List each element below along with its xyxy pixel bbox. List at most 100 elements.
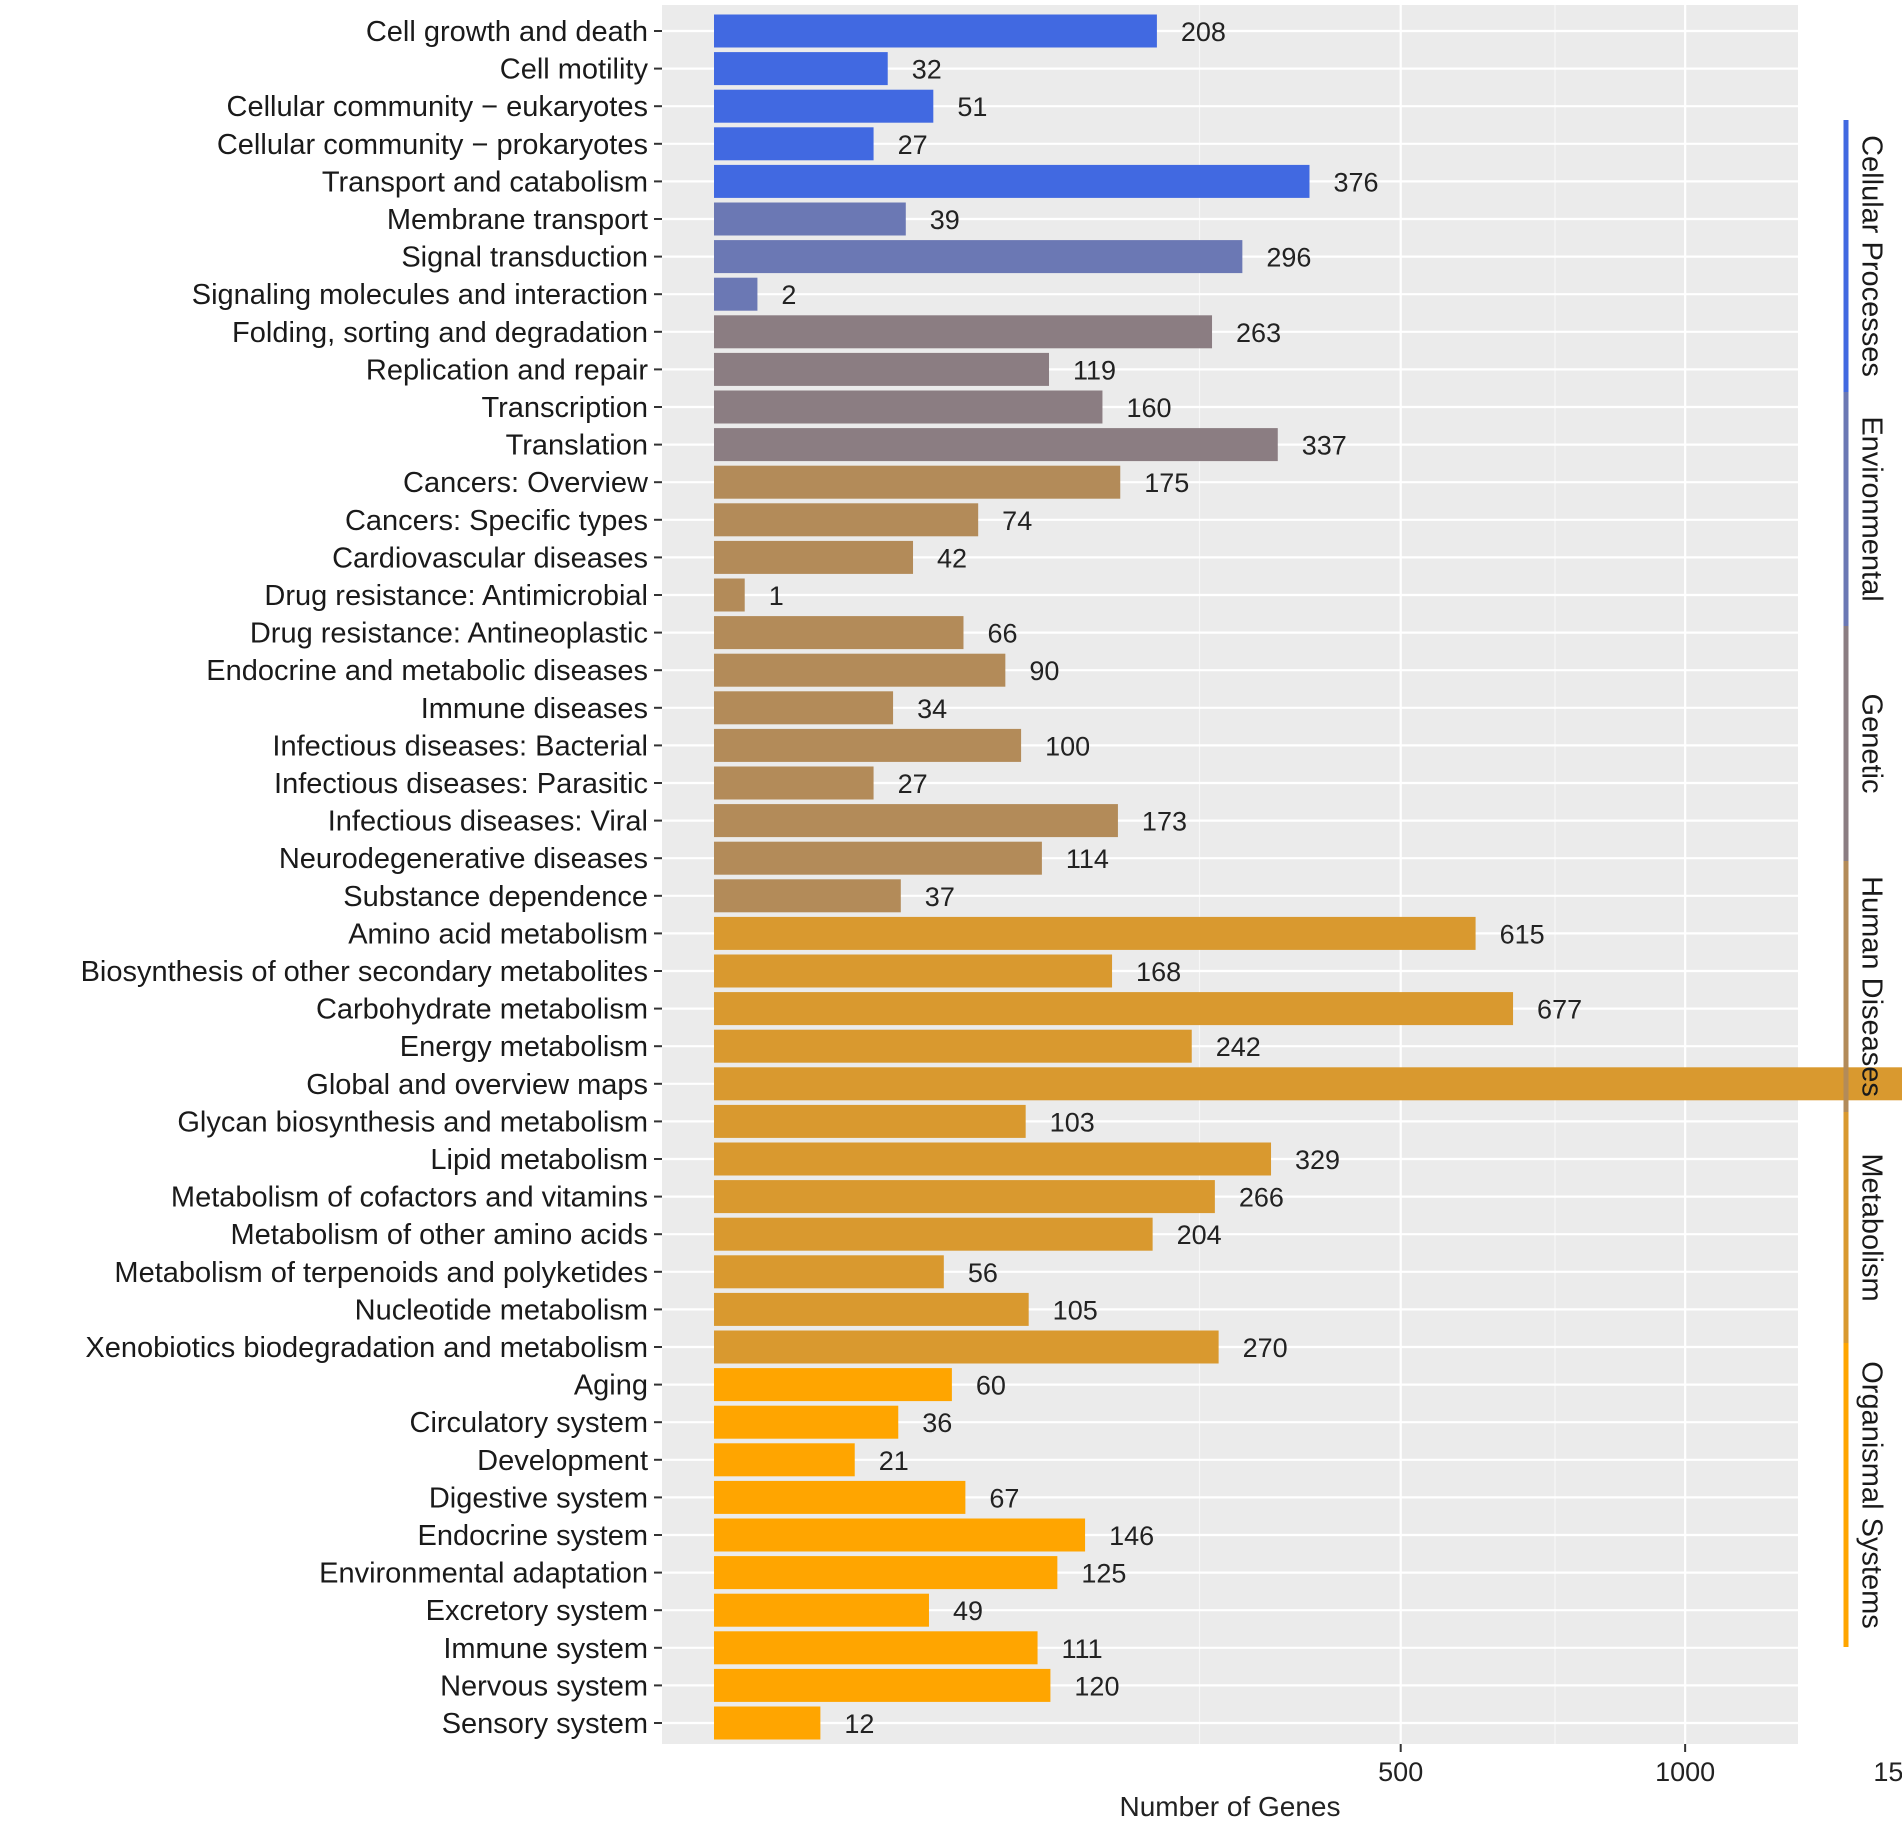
bar-value-label: 120	[1074, 1671, 1119, 1701]
bar	[714, 766, 874, 800]
category-label: Cell motility	[500, 54, 649, 86]
x-axis-title: Number of Genes	[1120, 1791, 1341, 1822]
bar	[714, 1067, 1902, 1101]
bar-value-label: 49	[953, 1596, 983, 1626]
bar	[714, 1518, 1086, 1552]
bar	[714, 1292, 1029, 1326]
value-labels: 208 32 51 27 376 39 296 2 263 119 160 337 175 74 42 1 66…	[769, 17, 1582, 1739]
category-label: Environmental adaptation	[319, 1558, 648, 1590]
bar-value-label: 208	[1181, 17, 1226, 47]
bar-value-label: 1	[769, 581, 784, 611]
category-label: Metabolism of other amino acids	[231, 1219, 648, 1251]
bar	[714, 1180, 1215, 1214]
group-label: Organismal Systems	[1855, 1361, 1887, 1629]
bar	[714, 1142, 1272, 1176]
category-label: Sensory system	[442, 1708, 648, 1740]
bar	[714, 315, 1213, 349]
category-label: Excretory system	[426, 1595, 648, 1627]
bar-value-label: 296	[1266, 243, 1311, 273]
bar	[714, 240, 1243, 274]
category-label: Carbohydrate metabolism	[316, 994, 648, 1026]
category-label: Aging	[574, 1370, 648, 1402]
bar-value-label: 2	[781, 280, 796, 310]
bar	[714, 52, 888, 86]
bar-value-label: 90	[1029, 656, 1059, 686]
bar	[714, 1405, 899, 1439]
category-label: Cancers: Overview	[403, 467, 649, 499]
category-label: Neurodegenerative diseases	[279, 843, 648, 875]
category-label: Infectious diseases: Viral	[328, 806, 648, 838]
bar	[714, 841, 1042, 875]
category-label: Circulatory system	[410, 1407, 649, 1439]
bar-value-label: 27	[898, 130, 928, 160]
bar	[714, 1029, 1192, 1063]
bar-value-label: 263	[1236, 318, 1281, 348]
bar	[714, 352, 1050, 386]
bar-value-label: 74	[1002, 506, 1032, 536]
bar	[714, 277, 758, 311]
bar-value-label: 12	[844, 1709, 874, 1739]
bar-value-label: 103	[1050, 1107, 1095, 1137]
bar	[714, 1556, 1058, 1590]
category-label: Drug resistance: Antimicrobial	[264, 580, 648, 612]
group-label: Cellular Processes	[1855, 135, 1887, 377]
bar	[714, 164, 1310, 198]
bar	[714, 390, 1103, 424]
bar	[714, 1668, 1051, 1702]
bar-value-label: 175	[1144, 468, 1189, 498]
category-label: Folding, sorting and degradation	[232, 317, 648, 349]
bar	[714, 578, 745, 612]
bar-value-label: 66	[987, 619, 1017, 649]
bar	[714, 503, 979, 537]
category-label: Energy metabolism	[400, 1031, 648, 1063]
bar	[714, 804, 1118, 838]
category-label: Drug resistance: Antineoplastic	[250, 618, 648, 650]
bar-value-label: 111	[1062, 1634, 1103, 1664]
category-label: Signaling molecules and interaction	[192, 279, 648, 311]
bar	[714, 728, 1022, 762]
bar	[714, 916, 1476, 950]
bar	[714, 1480, 966, 1514]
x-axis: 500100015002000	[1378, 1744, 1902, 1787]
category-label: Immune diseases	[421, 693, 648, 725]
bar-value-label: 376	[1333, 167, 1378, 197]
bar	[714, 954, 1113, 988]
bar-value-label: 60	[976, 1371, 1006, 1401]
category-label: Glycan biosynthesis and metabolism	[177, 1106, 648, 1138]
x-tick-label: 500	[1378, 1757, 1423, 1787]
category-label: Endocrine system	[418, 1520, 649, 1552]
bar-value-label: 204	[1177, 1220, 1222, 1250]
bar-value-label: 34	[917, 694, 947, 724]
group-label: Human Diseases	[1855, 876, 1887, 1097]
bar-value-label: 42	[937, 543, 967, 573]
group-label: Genetic	[1855, 694, 1887, 794]
bar-value-label: 105	[1053, 1295, 1098, 1325]
bar	[714, 202, 906, 236]
bar	[714, 1706, 821, 1740]
category-label: Translation	[506, 430, 648, 462]
category-label: Cellular community − prokaryotes	[217, 129, 648, 161]
category-label: Cardiovascular diseases	[332, 542, 648, 574]
bar-value-label: 677	[1537, 995, 1582, 1025]
category-label: Nucleotide metabolism	[355, 1294, 648, 1326]
category-label: Lipid metabolism	[430, 1144, 648, 1176]
bar	[714, 127, 874, 161]
bar	[714, 616, 964, 650]
category-label: Transport and catabolism	[322, 166, 648, 198]
category-labels: Cell growth and death Cell motility Cellul…	[81, 16, 662, 1740]
group-label: Environmental	[1855, 416, 1887, 601]
category-label: Cell growth and death	[366, 16, 648, 48]
category-label: Endocrine and metabolic diseases	[206, 655, 648, 687]
bar-value-label: 173	[1142, 807, 1187, 837]
bar	[714, 1330, 1219, 1364]
bar	[714, 14, 1157, 48]
x-tick-label: 1000	[1655, 1757, 1715, 1787]
category-label: Membrane transport	[387, 204, 648, 236]
category-label: Xenobiotics biodegradation and metabolis…	[85, 1332, 648, 1364]
bar-value-label: 168	[1136, 957, 1181, 987]
bar	[714, 428, 1278, 462]
category-label: Global and overview maps	[306, 1069, 648, 1101]
bar-value-label: 37	[925, 882, 955, 912]
bar-value-label: 615	[1500, 919, 1545, 949]
